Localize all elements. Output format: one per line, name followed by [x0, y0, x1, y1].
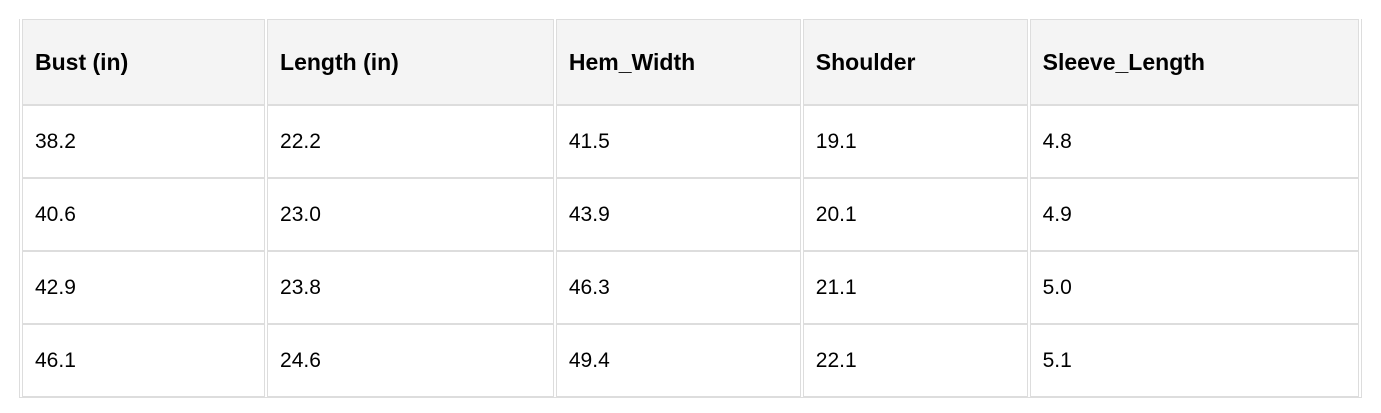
table-row: 38.2 22.2 41.5 19.1 4.8: [22, 105, 1359, 178]
table-row: 46.1 24.6 49.4 22.1 5.1: [22, 324, 1359, 397]
cell: 22.2: [267, 105, 554, 178]
table-row: 42.9 23.8 46.3 21.1 5.0: [22, 251, 1359, 324]
cell: 24.6: [267, 324, 554, 397]
cell: 20.1: [802, 178, 1028, 251]
cell: 23.0: [267, 178, 554, 251]
header-shoulder: Shoulder: [802, 19, 1028, 105]
cell: 42.9: [22, 251, 266, 324]
cell: 46.3: [555, 251, 801, 324]
cell: 22.1: [802, 324, 1028, 397]
header-row: Bust (in) Length (in) Hem_Width Shoulder…: [22, 19, 1359, 105]
cell: 40.6: [22, 178, 266, 251]
cell: 43.9: [555, 178, 801, 251]
cell: 5.1: [1029, 324, 1359, 397]
cell: 38.2: [22, 105, 266, 178]
cell: 19.1: [802, 105, 1028, 178]
header-bust: Bust (in): [22, 19, 266, 105]
size-table: Bust (in) Length (in) Hem_Width Shoulder…: [19, 19, 1362, 398]
cell: 21.1: [802, 251, 1028, 324]
cell: 4.8: [1029, 105, 1359, 178]
cell: 46.1: [22, 324, 266, 397]
cell: 49.4: [555, 324, 801, 397]
header-sleeve-length: Sleeve_Length: [1029, 19, 1359, 105]
header-hem-width: Hem_Width: [555, 19, 801, 105]
cell: 5.0: [1029, 251, 1359, 324]
header-length: Length (in): [267, 19, 554, 105]
cell: 4.9: [1029, 178, 1359, 251]
table-row: 40.6 23.0 43.9 20.1 4.9: [22, 178, 1359, 251]
cell: 41.5: [555, 105, 801, 178]
cell: 23.8: [267, 251, 554, 324]
